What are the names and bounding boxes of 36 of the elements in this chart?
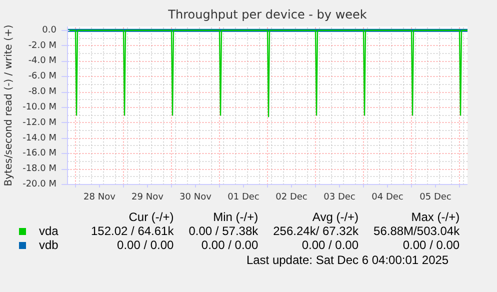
chart-title: Throughput per device - by week bbox=[167, 8, 367, 22]
text: 0.00 / 0.00 bbox=[116, 238, 175, 252]
y-axis-title: Bytes/second read (-) / write (+) bbox=[4, 24, 15, 186]
x-tick-label: 28 Nov bbox=[84, 192, 116, 202]
text: 0.00 / 0.00 bbox=[402, 238, 461, 252]
text: 152.02 / 64.61k bbox=[90, 224, 175, 238]
x-tick-label: 04 Dec bbox=[372, 192, 404, 202]
x-tick-label: 29 Nov bbox=[132, 192, 164, 202]
y-tick-label: -2.0 M bbox=[28, 40, 56, 51]
y-tick-label: -10.0 M bbox=[22, 102, 57, 112]
text: Min (-/+) bbox=[212, 210, 260, 224]
text: 56.88M/503.04k bbox=[372, 224, 461, 238]
legend-label: vda bbox=[38, 224, 60, 238]
text: 0.00 / 0.00 bbox=[200, 238, 260, 252]
y-tick-label: -4.0 M bbox=[28, 56, 56, 66]
y-tick-label: -18.0 M bbox=[22, 164, 57, 174]
y-tick-label: 0.0 bbox=[42, 25, 57, 36]
y-tick-label: -20.0 M bbox=[22, 180, 57, 190]
x-tick-label: 02 Dec bbox=[276, 192, 308, 202]
legend-label: vdb bbox=[38, 238, 60, 252]
x-tick-label: 05 Dec bbox=[420, 192, 452, 202]
text: Cur (-/+) bbox=[128, 210, 175, 224]
text: Avg (-/+) bbox=[311, 210, 360, 224]
y-tick-label: -8.0 M bbox=[28, 87, 56, 98]
text: Max (-/+) bbox=[410, 210, 461, 224]
y-tick-label: -6.0 M bbox=[28, 72, 56, 82]
x-tick-label: 01 Dec bbox=[228, 192, 260, 202]
y-tick-label: -12.0 M bbox=[22, 118, 57, 128]
text: 256.24k/ 67.32k bbox=[272, 224, 360, 238]
text: 0.00 / 0.00 bbox=[300, 238, 360, 252]
text: Last update: Sat Dec 6 04:00:01 2025 bbox=[245, 252, 450, 269]
x-tick-label: 30 Nov bbox=[180, 192, 212, 202]
x-tick-label: 03 Dec bbox=[324, 192, 356, 202]
y-tick-label: -14.0 M bbox=[22, 133, 57, 144]
y-tick-label: -16.0 M bbox=[22, 148, 57, 159]
text: 0.00 / 57.38k bbox=[188, 224, 260, 238]
